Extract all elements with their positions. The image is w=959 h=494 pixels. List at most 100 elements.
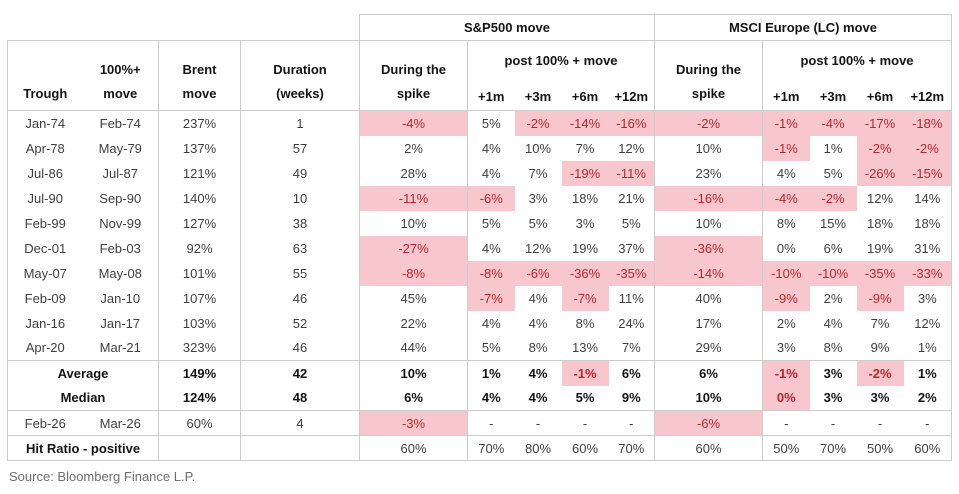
brent-move-cell: 149% bbox=[158, 360, 241, 386]
value-cell: 60% bbox=[654, 435, 763, 461]
value-cell: 4% bbox=[467, 385, 515, 411]
value-cell: 6% bbox=[359, 385, 468, 411]
value-cell: 15% bbox=[819, 215, 847, 231]
value-cell: 24% bbox=[618, 315, 645, 331]
value-cell: 10% bbox=[359, 210, 468, 236]
header-msci-during-spike: During the spike bbox=[654, 40, 763, 111]
brent-move-cell: 137% bbox=[158, 135, 241, 161]
brent-spike-table: S&P500 move MSCI Europe (LC) move Trough… bbox=[7, 14, 952, 461]
duration-cell: 55 bbox=[240, 260, 360, 286]
header-spacer bbox=[8, 15, 360, 41]
brent-move-cell: 101% bbox=[158, 260, 241, 286]
trough-cell: Jan-74 bbox=[7, 110, 83, 136]
duration-cell: 38 bbox=[240, 210, 360, 236]
value-cell: 5% bbox=[823, 165, 843, 181]
value-cell: 60% bbox=[561, 435, 609, 461]
current-episode-row: Feb-26 Mar-26 60% 4 -3% - - - - -6% - - - - bbox=[7, 410, 952, 436]
brent-spike-table-wrap: S&P500 move MSCI Europe (LC) move Trough… bbox=[7, 14, 952, 461]
header-duration-weeks: Duration (weeks) bbox=[240, 40, 360, 111]
header-msci-plus-12m: +12m bbox=[903, 78, 952, 111]
brent-move-cell: 107% bbox=[158, 285, 241, 311]
value-cell: 1% bbox=[903, 335, 952, 361]
value-cell: -2% bbox=[856, 135, 904, 161]
value-cell: 1% bbox=[903, 360, 952, 386]
header-sp-plus-12m: +12m bbox=[614, 89, 649, 104]
value-cell: 0% bbox=[762, 235, 810, 261]
sub-header-row: Trough 100%+ move Brent move Duration (w… bbox=[7, 40, 952, 111]
trough-cell: Apr-78 bbox=[7, 135, 83, 161]
header-msci-plus-1m: +1m bbox=[762, 78, 810, 111]
value-cell: 2% bbox=[903, 385, 952, 411]
value-cell: 4% bbox=[823, 315, 843, 331]
episode-row: Jan-74 Feb-74 237% 1 -4% 5% -2% -14% -16% -2% -1% -… bbox=[7, 110, 952, 136]
duration-cell: 57 bbox=[240, 135, 360, 161]
value-cell: 3% bbox=[870, 390, 890, 406]
value-cell: -2% bbox=[809, 185, 857, 211]
value-cell: -16% bbox=[654, 185, 763, 211]
value-cell: -16% bbox=[608, 110, 655, 136]
value-cell: 10% bbox=[654, 135, 763, 161]
value-cell: - bbox=[762, 410, 810, 436]
value-cell: 3% bbox=[575, 215, 595, 231]
value-cell: -9% bbox=[856, 285, 904, 311]
value-cell: -27% bbox=[359, 235, 468, 261]
value-cell: -26% bbox=[856, 160, 904, 186]
episode-row: Jul-90 Sep-90 140% 10 -11% -6% 3% 18% 21% -16% -4%… bbox=[7, 185, 952, 211]
value-cell: -19% bbox=[561, 160, 609, 186]
value-cell: 4% bbox=[467, 135, 515, 161]
value-cell: 19% bbox=[866, 240, 894, 256]
header-msci-post-move: post 100% + move bbox=[762, 40, 952, 79]
value-cell: 1% bbox=[467, 360, 515, 386]
value-cell: -36% bbox=[561, 260, 609, 286]
value-cell: 60% bbox=[903, 435, 952, 461]
value-cell: -2% bbox=[856, 360, 904, 386]
header-msci-plus-3m: +3m bbox=[819, 89, 847, 104]
value-cell: - bbox=[467, 410, 515, 436]
duration-cell: 63 bbox=[240, 235, 360, 261]
value-cell: 9% bbox=[870, 340, 890, 356]
value-cell: 6% bbox=[654, 360, 763, 386]
value-cell: 0% bbox=[762, 385, 810, 411]
value-cell: 40% bbox=[654, 285, 763, 311]
peak-cell: Feb-74 bbox=[82, 110, 159, 136]
table-body: Jan-74 Feb-74 237% 1 -4% 5% -2% -14% -16% -2% -1% -… bbox=[7, 110, 952, 461]
header-100pct-move: 100%+ move bbox=[82, 40, 159, 111]
value-cell: 60% bbox=[359, 435, 468, 461]
header-sp-during-spike: During the spike bbox=[359, 40, 468, 111]
value-cell: 70% bbox=[608, 435, 655, 461]
value-cell: 3% bbox=[823, 390, 843, 406]
value-cell: 3% bbox=[809, 360, 857, 386]
header-sp-plus-1m: +1m bbox=[467, 78, 515, 111]
value-cell: 19% bbox=[571, 240, 599, 256]
value-cell: 5% bbox=[467, 210, 515, 236]
value-cell: 11% bbox=[618, 290, 644, 306]
value-cell: 6% bbox=[823, 240, 843, 256]
value-cell: -2% bbox=[903, 135, 952, 161]
value-cell: -14% bbox=[654, 260, 763, 286]
episode-row: Jan-16 Jan-17 103% 52 22% 4% 4% 8% 24% 17% 2% 4% 7% 1… bbox=[7, 310, 952, 336]
trough-cell: Feb-09 bbox=[7, 285, 83, 311]
value-cell: -3% bbox=[359, 410, 468, 436]
brent-move-cell: 124% bbox=[158, 385, 241, 411]
value-cell: - bbox=[561, 410, 609, 436]
value-cell: -33% bbox=[903, 260, 952, 286]
value-cell: 8% bbox=[528, 340, 548, 356]
value-cell: 10% bbox=[654, 385, 763, 411]
value-cell: 2% bbox=[762, 310, 810, 336]
peak-cell: Jan-10 bbox=[100, 290, 141, 306]
value-cell: 12% bbox=[866, 190, 894, 206]
value-cell: -10% bbox=[762, 260, 810, 286]
episode-row: Feb-99 Nov-99 127% 38 10% 5% 5% 3% 5% 10% 8% 15% 18%… bbox=[7, 210, 952, 236]
value-cell: 18% bbox=[866, 215, 894, 231]
value-cell: 4% bbox=[528, 290, 548, 306]
col-group-sp500: S&P500 move bbox=[359, 14, 655, 41]
summary-row: Average 149% 42 10% 1% 4% -1% 6% 6% -1% 3% -2% 1% bbox=[7, 360, 952, 386]
summary-label: Average bbox=[7, 360, 159, 386]
source-note: Source: Bloomberg Finance L.P. bbox=[9, 469, 196, 484]
duration-cell: 46 bbox=[240, 335, 360, 361]
value-cell: 7% bbox=[575, 140, 595, 156]
value-cell: -8% bbox=[467, 260, 515, 286]
duration-cell: 1 bbox=[240, 110, 360, 136]
value-cell: 70% bbox=[467, 435, 515, 461]
